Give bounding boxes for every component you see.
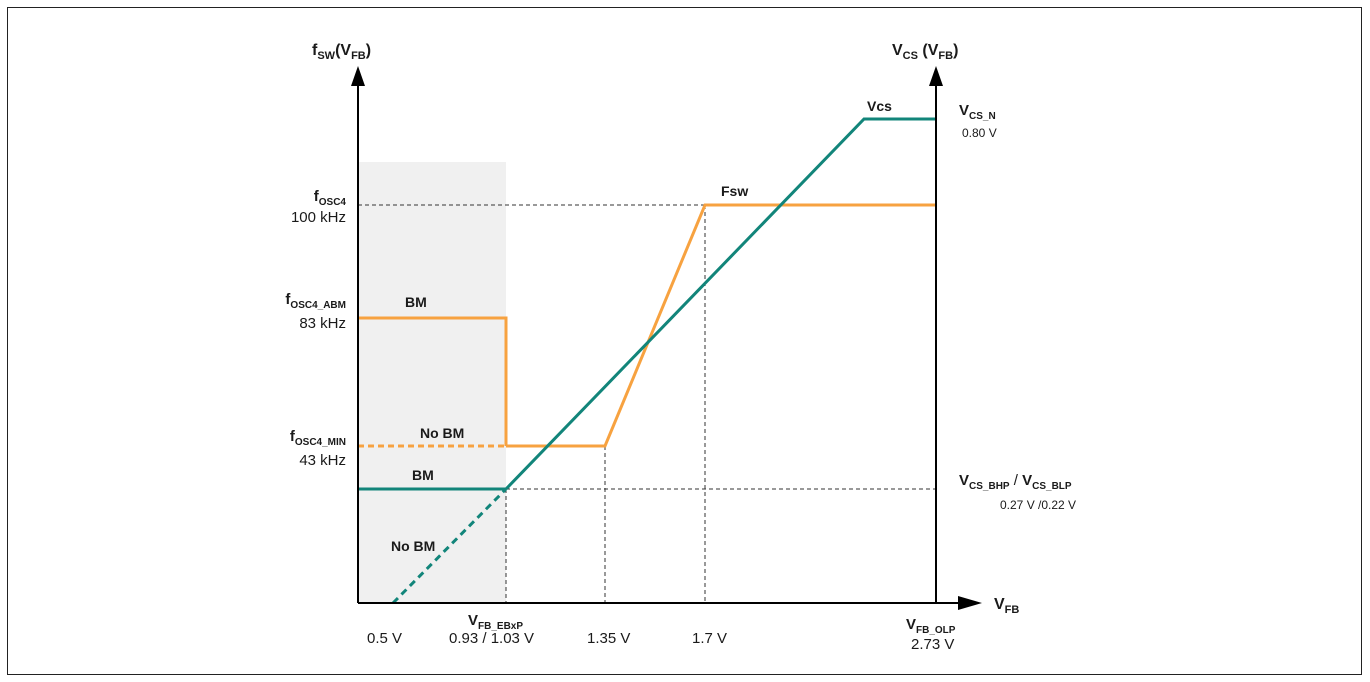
x-axis-arrow <box>958 596 982 610</box>
no-bm-frequency-label: No BM <box>420 425 464 441</box>
x-tick-135: 1.35 V <box>587 630 630 647</box>
bm-vcs-label: BM <box>412 467 434 483</box>
left-axis-arrow <box>351 66 365 86</box>
vcs-curve <box>504 117 936 491</box>
vcs-bxp-value: 0.27 V /0.22 V <box>1000 498 1076 512</box>
vcs-label: Vcs <box>867 98 892 114</box>
vcs-n-name: VCS_N <box>959 102 996 122</box>
diagram-frame <box>7 7 1362 675</box>
right-axis-title: VCS (VFB) <box>892 42 958 62</box>
bm-frequency-label: BM <box>405 294 427 310</box>
x-tick-17: 1.7 V <box>692 630 727 647</box>
x-tick-olp-value: 2.73 V <box>911 636 954 653</box>
fosc4-value: 100 kHz <box>291 209 346 226</box>
fosc4-min-name: fOSC4_MIN <box>290 428 346 448</box>
fsw-burst-mode-line <box>358 316 508 446</box>
no-bm-vcs-label: No BM <box>391 538 435 554</box>
x-tick-ebxp-name: VFB_EBxP <box>468 612 523 632</box>
fsw-label: Fsw <box>721 183 748 199</box>
x-tick-05: 0.5 V <box>367 630 402 647</box>
vcs-n-value: 0.80 V <box>962 126 997 140</box>
vcs-no-burst-mode-line <box>391 487 508 605</box>
guide-lines <box>358 204 936 603</box>
fosc4-min-value: 43 kHz <box>299 452 346 469</box>
vcs-bxp-name: VCS_BHP / VCS_BLP <box>959 472 1072 492</box>
fosc4-name: fOSC4 <box>314 188 347 208</box>
current-sense-curves <box>358 117 936 605</box>
x-tick-ebxp-value: 0.93 / 1.03 V <box>449 630 534 647</box>
x-tick-olp-name: VFB_OLP <box>906 616 956 636</box>
left-axis-title: fSW(VFB) <box>312 42 371 62</box>
x-axis-title: VFB <box>994 596 1019 616</box>
fsw-curve <box>506 203 936 448</box>
right-axis-arrow <box>929 66 943 86</box>
burst-mode-region <box>358 162 506 603</box>
axes <box>357 82 962 604</box>
frequency-curves <box>358 203 936 448</box>
fosc4-abm-name: fOSC4_ABM <box>285 291 346 311</box>
fosc4-abm-value: 83 kHz <box>299 315 346 332</box>
axis-arrows <box>351 66 982 610</box>
